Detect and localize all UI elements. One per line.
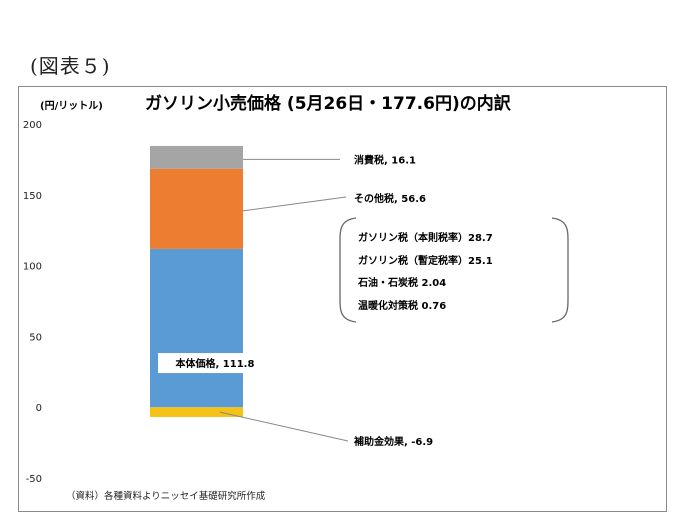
data-label-box bbox=[158, 353, 272, 374]
breakdown-item: 温暖化対策税 0.76 bbox=[358, 299, 446, 312]
bracket-left bbox=[339, 217, 357, 323]
y-tick-label: -50 bbox=[26, 474, 42, 485]
figure-label: (図表５) bbox=[30, 54, 111, 78]
y-axis-unit-label: (円/リットル) bbox=[40, 100, 103, 112]
bar-segment bbox=[150, 145, 243, 169]
y-tick-label: 100 bbox=[23, 262, 42, 273]
leader-line bbox=[242, 196, 347, 212]
breakdown-item: 石油・石炭税 2.04 bbox=[357, 276, 446, 289]
chart-title: ガソリン小売価格 (5月26日・177.6円)の内訳 bbox=[145, 93, 512, 114]
data-label: 消費税, 16.1 bbox=[354, 153, 416, 166]
source-note: （資料）各種資料よりニッセイ基礎研究所作成 bbox=[66, 490, 266, 502]
y-tick-label: 200 bbox=[23, 120, 42, 131]
chart-frame bbox=[18, 86, 667, 512]
y-tick-label: 150 bbox=[23, 191, 42, 202]
data-label: 補助金効果, -6.9 bbox=[353, 435, 433, 448]
data-label: その他税, 56.6 bbox=[354, 192, 426, 205]
y-tick-label: 0 bbox=[36, 403, 42, 414]
leader-line bbox=[219, 411, 349, 442]
y-tick-label: 50 bbox=[29, 332, 42, 343]
bar-segment bbox=[150, 248, 243, 408]
bracket-right bbox=[551, 217, 569, 323]
breakdown-item: ガソリン税（本則税率）28.7 bbox=[358, 231, 493, 244]
bar-segment bbox=[150, 168, 243, 249]
breakdown-item: ガソリン税（暫定税率）25.1 bbox=[358, 254, 493, 267]
data-label: 本体価格, 111.8 bbox=[176, 357, 255, 370]
bar-segment bbox=[150, 407, 243, 417]
